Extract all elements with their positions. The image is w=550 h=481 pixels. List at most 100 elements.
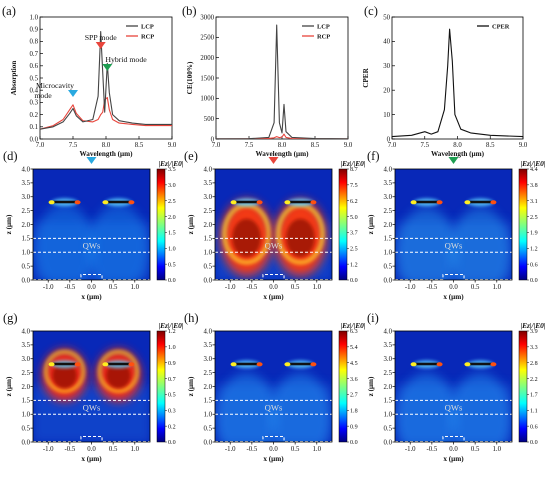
- series-line-cper: [392, 28, 523, 138]
- y-tick-label: 3.5: [384, 180, 393, 187]
- colorbar-tick-label: 1.2: [350, 262, 358, 268]
- field-map: [33, 331, 150, 442]
- colorbar-tick-label: 3.0: [168, 183, 176, 189]
- grating-bar-0: [51, 362, 78, 366]
- y-tick-label: 1.5: [22, 398, 31, 405]
- colorbar-tick-label: 0.0: [530, 440, 538, 446]
- field-map: [395, 169, 512, 280]
- x-tick-label: -1.0: [225, 446, 236, 453]
- panel-letter: (a): [2, 4, 16, 18]
- y-tick-label: 3.5: [384, 342, 393, 349]
- y-tick-label: 2.5: [204, 370, 213, 377]
- y-tick-label: 3.0: [384, 194, 393, 201]
- qw-label: QWs: [265, 402, 283, 412]
- colorbar-title: |Ez|/|E0|: [341, 321, 366, 330]
- y-tick-label: 1.0: [30, 14, 39, 21]
- y-tick-label: 3.0: [22, 194, 31, 201]
- panel-e: (e) QWs -1.0 -0.5 0.0 0.5 1.0 0.0 0.5 1.0 1.5 2.0 2.…: [184, 149, 366, 301]
- panel-h: (h) QWs -1.0 -0.5 0.0 0.5 1.0 0.0 0.5 1.0 1.5 2.0 2.…: [184, 311, 366, 463]
- colorbar-tick-label: 2.5: [168, 199, 176, 205]
- colorbar-tick-label: 0.2: [168, 424, 176, 430]
- hotspot-right-0: [74, 200, 81, 205]
- y-tick-label: 1.0: [22, 250, 31, 257]
- y-tick-label: 0.4: [30, 88, 39, 95]
- qw-label: QWs: [445, 402, 463, 412]
- legend-label: LCP: [141, 23, 154, 30]
- colorbar-title: |Ez|/|E0|: [159, 321, 184, 330]
- colorbar-tick-label: 0.0: [350, 440, 358, 446]
- x-tick-label: 0.5: [471, 284, 480, 291]
- y-tick-label: 0.5: [384, 425, 393, 432]
- y-tick-label: 1.0: [204, 412, 213, 419]
- colorbar-tick-label: 2.2: [530, 377, 538, 383]
- grating-bar-1: [105, 362, 132, 366]
- y-tick-label: 20: [383, 88, 390, 95]
- x-tick-label: 0.5: [291, 446, 300, 453]
- y-tick-label: 0.7: [30, 51, 39, 58]
- legend-label: RCP: [317, 33, 330, 40]
- y-tick-label: 2.5: [204, 208, 213, 215]
- hotspot-left-0: [230, 200, 237, 205]
- y-tick-label: 2500: [200, 35, 214, 42]
- y-tick-label: 3.5: [204, 342, 213, 349]
- hotspot-right-1: [310, 362, 317, 367]
- x-tick-label: 0.0: [87, 284, 96, 291]
- x-tick-label: 7.5: [69, 142, 78, 149]
- x-tick-label: 9.0: [344, 142, 353, 149]
- colorbar-tick-label: 1.9: [530, 231, 538, 237]
- panel-b: (b) 7.0 7.5 8.0 8.5 9.0 0 500 1000 1500 2000 2500 30…: [182, 4, 353, 158]
- x-tick-label: 1.0: [493, 284, 502, 291]
- annotation-microcavity: Microcavity: [36, 81, 74, 90]
- y-tick-label: 0.9: [30, 27, 39, 34]
- x-tick-label: -1.0: [43, 284, 54, 291]
- y-tick-label: 0.5: [384, 263, 393, 270]
- hotspot-right-1: [310, 200, 317, 205]
- panel-letter: (b): [182, 4, 197, 18]
- mode-marker: [86, 157, 97, 164]
- x-tick-label: -0.5: [426, 446, 437, 453]
- y-tick-label: 0.8: [30, 39, 39, 46]
- colorbar-tick-label: 5.4: [350, 345, 358, 351]
- x-tick-label: 0.0: [87, 446, 96, 453]
- hotspot-left-1: [102, 200, 109, 205]
- y-tick-label: 50: [383, 14, 390, 21]
- colorbar-tick-label: 0.3: [168, 408, 176, 414]
- panel-letter: (h): [184, 311, 199, 325]
- cavity-ring-1: [97, 349, 140, 394]
- colorbar-tick-label: 0.7: [168, 377, 176, 383]
- cavity-field-0: [34, 203, 95, 280]
- colorbar-tick-label: 1.8: [350, 408, 358, 414]
- x-axis-label: x (μm): [263, 455, 284, 463]
- y-tick-label: 4.0: [384, 166, 393, 173]
- substrate-profile: [395, 273, 512, 280]
- colorbar-tick-label: 1.7: [530, 393, 538, 399]
- grating-bar-0: [233, 362, 260, 366]
- y-tick-label: 500: [204, 116, 215, 123]
- y-tick-label: 0.0: [204, 277, 213, 284]
- colorbar-tick-label: 0.0: [530, 278, 538, 284]
- cavity-field-1: [270, 372, 331, 442]
- hotspot-left-1: [284, 200, 291, 205]
- y-tick-label: 0.1: [30, 124, 39, 131]
- hotspot-left-1: [102, 362, 109, 367]
- panel-letter: (g): [3, 311, 18, 325]
- cavity-field-1: [88, 203, 149, 280]
- legend-label: LCP: [317, 23, 330, 30]
- grating-bar-1: [287, 200, 314, 204]
- mode-marker: [268, 157, 279, 164]
- colorbar-tick-label: 1.1: [530, 408, 538, 414]
- colorbar-tick-label: 0.0: [168, 278, 176, 284]
- colorbar-tick-label: 0.6: [530, 424, 538, 430]
- x-tick-label: -1.0: [405, 284, 416, 291]
- y-tick-label: 1000: [200, 96, 214, 103]
- marker-microcavity-mode: [68, 90, 78, 97]
- colorbar-tick-label: 2.5: [530, 215, 538, 221]
- series-line-rcp: [216, 133, 348, 139]
- x-tick-label: 0.0: [269, 284, 278, 291]
- colorbar-tick-label: 0.5: [168, 393, 176, 399]
- x-axis-label: Wavelength (μm): [80, 150, 134, 158]
- hotspot-left-1: [284, 362, 291, 367]
- colorbar-tick-label: 5.0: [350, 215, 358, 221]
- grating-bar-0: [233, 200, 260, 204]
